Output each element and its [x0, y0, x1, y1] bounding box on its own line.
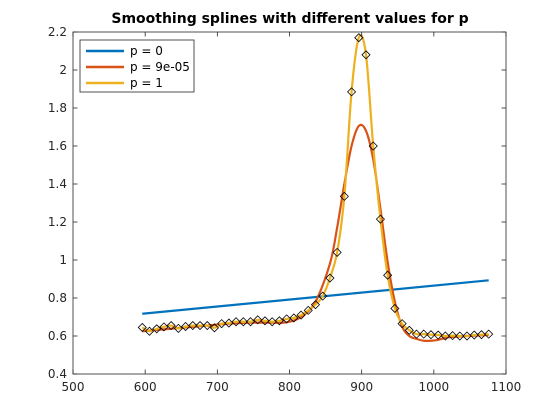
y-tick-label: 1.2 — [48, 215, 67, 229]
data-point — [202, 320, 212, 331]
x-tick-label: 500 — [62, 380, 85, 394]
y-tick-label: 0.4 — [48, 367, 67, 381]
data-point — [296, 310, 306, 320]
data-point — [448, 331, 458, 341]
data-point — [325, 273, 335, 283]
series-line-1 — [142, 279, 489, 315]
data-point — [267, 317, 277, 327]
data-point — [238, 317, 248, 327]
data-point — [217, 319, 227, 329]
data-point — [469, 330, 479, 340]
data-point — [245, 317, 256, 327]
y-tick-label: 2 — [59, 63, 67, 77]
data-point — [282, 314, 292, 324]
y-tick-label: 0.6 — [48, 329, 67, 343]
data-point — [310, 300, 321, 310]
x-tick-label: 900 — [350, 380, 373, 394]
data-point — [383, 270, 393, 280]
data-point — [231, 317, 241, 327]
data-point — [404, 325, 414, 335]
data-point — [152, 324, 162, 334]
data-point — [166, 320, 176, 331]
data-point — [137, 322, 147, 333]
legend: p = 0 p = 9e-05 p = 1 — [79, 39, 195, 93]
x-tick-label: 600 — [134, 380, 157, 394]
data-point — [375, 214, 385, 224]
data-point — [195, 320, 205, 331]
data-point — [397, 319, 407, 329]
data-point — [368, 141, 378, 151]
data-point — [361, 50, 371, 60]
data-point — [289, 313, 299, 323]
data-point — [260, 316, 270, 326]
data-point — [173, 323, 183, 333]
data-point — [455, 331, 465, 341]
y-tick-label: 1 — [59, 253, 67, 267]
legend-label-2: p = 9e-05 — [130, 60, 190, 74]
data-point — [346, 87, 357, 97]
data-point — [411, 329, 422, 339]
x-tick-label: 700 — [206, 380, 229, 394]
data-point — [476, 330, 487, 340]
data-point — [390, 303, 400, 314]
data-point — [484, 329, 494, 339]
data-point — [253, 315, 263, 325]
legend-label-1: p = 0 — [130, 44, 163, 58]
data-point — [188, 320, 198, 331]
x-tick-label: 1000 — [419, 380, 450, 394]
legend-label-3: p = 1 — [130, 76, 163, 90]
data-point — [274, 316, 284, 326]
x-tick-label: 800 — [278, 380, 301, 394]
y-tick-label: 1.6 — [48, 139, 67, 153]
y-tick-label: 0.8 — [48, 291, 67, 305]
data-point — [339, 191, 349, 201]
data-point — [209, 323, 220, 333]
data-point — [426, 330, 436, 340]
y-tick-label: 2.2 — [48, 25, 67, 39]
data-point — [318, 291, 328, 301]
y-tick-label: 1.4 — [48, 177, 67, 191]
data-point — [433, 330, 443, 340]
x-tick-label: 1100 — [491, 380, 522, 394]
data-point — [144, 326, 155, 336]
marker-layer — [137, 33, 494, 341]
data-point — [181, 321, 191, 332]
chart-title: Smoothing splines with different values … — [111, 11, 468, 27]
y-tick-label: 1.8 — [48, 101, 67, 115]
data-point — [440, 331, 450, 341]
data-point — [462, 331, 472, 341]
axes-layer: 500 600 700 800 900 1000 1100 0.4 0.6 0.8 1 1.2 1.4 1… — [48, 25, 521, 394]
data-point — [332, 247, 342, 257]
data-point — [419, 329, 429, 339]
data-point — [303, 305, 313, 315]
